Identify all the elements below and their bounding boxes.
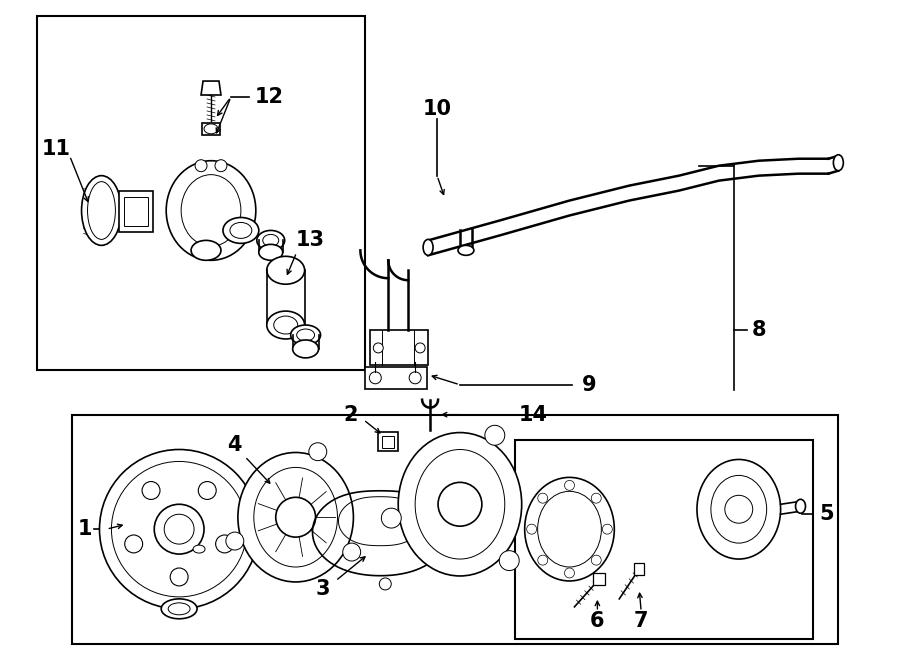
Polygon shape — [120, 191, 153, 232]
Ellipse shape — [697, 459, 780, 559]
Circle shape — [500, 551, 519, 571]
Polygon shape — [593, 573, 606, 585]
Text: 14: 14 — [519, 404, 548, 424]
Circle shape — [275, 497, 316, 537]
Ellipse shape — [537, 491, 601, 567]
Ellipse shape — [166, 161, 256, 260]
Ellipse shape — [168, 603, 190, 615]
Circle shape — [415, 343, 425, 353]
Polygon shape — [634, 563, 644, 575]
Circle shape — [379, 578, 392, 590]
Bar — [37, 17, 365, 370]
Circle shape — [526, 524, 536, 534]
Circle shape — [538, 555, 548, 565]
Ellipse shape — [204, 124, 218, 134]
Circle shape — [369, 372, 382, 384]
Circle shape — [309, 443, 327, 461]
Bar — [515, 440, 814, 639]
Ellipse shape — [230, 222, 252, 238]
Circle shape — [100, 449, 259, 609]
Text: 7: 7 — [634, 611, 648, 631]
Ellipse shape — [291, 325, 320, 345]
Ellipse shape — [256, 230, 284, 250]
Text: 11: 11 — [42, 139, 71, 159]
Circle shape — [602, 524, 612, 534]
Bar — [370, 330, 428, 365]
Circle shape — [564, 481, 574, 491]
Circle shape — [564, 568, 574, 578]
Circle shape — [538, 493, 548, 503]
Polygon shape — [202, 123, 220, 135]
Text: 2: 2 — [343, 404, 357, 424]
Ellipse shape — [833, 155, 843, 171]
Ellipse shape — [223, 218, 259, 244]
Text: 12: 12 — [255, 87, 284, 107]
Ellipse shape — [87, 181, 115, 240]
Polygon shape — [378, 432, 398, 451]
Text: 9: 9 — [582, 375, 597, 395]
Circle shape — [154, 504, 204, 554]
Ellipse shape — [525, 477, 615, 581]
Circle shape — [591, 555, 601, 565]
Ellipse shape — [266, 311, 304, 339]
Text: 6: 6 — [590, 611, 605, 631]
Ellipse shape — [263, 234, 279, 246]
Ellipse shape — [458, 246, 474, 256]
Polygon shape — [382, 436, 394, 448]
Circle shape — [343, 543, 361, 561]
Ellipse shape — [415, 449, 505, 559]
Ellipse shape — [711, 475, 767, 543]
Text: 13: 13 — [296, 230, 325, 250]
Circle shape — [125, 535, 142, 553]
Circle shape — [198, 481, 216, 499]
Ellipse shape — [266, 256, 304, 284]
Circle shape — [724, 495, 752, 523]
Ellipse shape — [194, 545, 205, 553]
Text: 5: 5 — [819, 504, 833, 524]
Circle shape — [591, 493, 601, 503]
Circle shape — [164, 514, 194, 544]
Ellipse shape — [297, 329, 315, 341]
Ellipse shape — [423, 240, 433, 256]
Circle shape — [216, 535, 234, 553]
Circle shape — [195, 160, 207, 171]
Ellipse shape — [398, 432, 522, 576]
Ellipse shape — [82, 175, 122, 246]
Circle shape — [142, 481, 160, 499]
Bar — [72, 414, 839, 643]
Circle shape — [382, 508, 401, 528]
Circle shape — [438, 483, 482, 526]
Ellipse shape — [191, 240, 221, 260]
Ellipse shape — [274, 316, 298, 334]
Circle shape — [374, 343, 383, 353]
Circle shape — [226, 532, 244, 550]
Ellipse shape — [161, 599, 197, 619]
Circle shape — [410, 372, 421, 384]
Polygon shape — [124, 197, 148, 226]
Ellipse shape — [238, 453, 354, 582]
Circle shape — [170, 568, 188, 586]
Text: 8: 8 — [752, 320, 766, 340]
Ellipse shape — [796, 499, 806, 513]
Text: 3: 3 — [315, 579, 329, 599]
Ellipse shape — [181, 175, 241, 246]
Bar — [365, 367, 428, 389]
Ellipse shape — [259, 244, 283, 260]
Text: 10: 10 — [423, 99, 452, 119]
Ellipse shape — [254, 467, 338, 567]
Text: 4: 4 — [227, 434, 241, 455]
Circle shape — [485, 425, 505, 446]
Circle shape — [215, 160, 227, 171]
Text: 1: 1 — [77, 519, 92, 539]
Circle shape — [112, 461, 247, 597]
Ellipse shape — [292, 340, 319, 358]
Polygon shape — [201, 81, 221, 95]
